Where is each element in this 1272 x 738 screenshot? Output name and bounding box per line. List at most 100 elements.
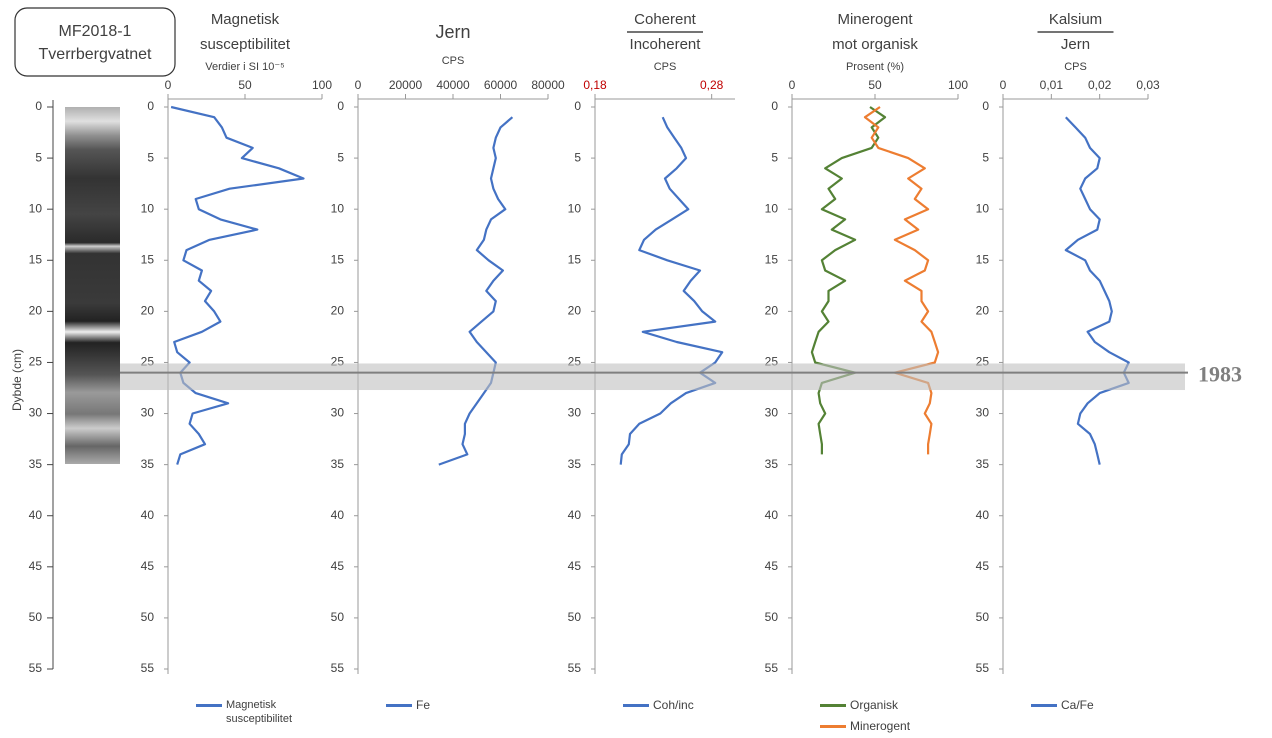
x-tick-label: 50 xyxy=(238,78,252,92)
chart-subtitle: CPS xyxy=(654,61,677,73)
y-tick-label: 55 xyxy=(331,661,345,675)
y-tick-label: 5 xyxy=(147,150,154,164)
y-tick-label: 0 xyxy=(982,99,989,113)
y-tick-label: 55 xyxy=(568,661,582,675)
y-tick-label: 50 xyxy=(976,610,990,624)
data-line xyxy=(810,106,887,455)
y-tick-label: 5 xyxy=(771,150,778,164)
y-tick-label: 30 xyxy=(331,406,345,420)
y-tick-label: 20 xyxy=(29,304,43,318)
y-tick-label: 20 xyxy=(568,304,582,318)
legend-swatch xyxy=(820,704,846,708)
legend-label: Ca/Fe xyxy=(1061,698,1094,712)
chart-title: Coherent xyxy=(634,11,697,28)
x-tick-label: 50 xyxy=(868,78,882,92)
y-tick-label: 35 xyxy=(765,457,779,471)
chart-title: mot organisk xyxy=(832,36,918,53)
data-line xyxy=(619,116,724,465)
y-tick-label: 10 xyxy=(765,201,779,215)
chart-title: Kalsium xyxy=(1049,11,1102,28)
y-tick-label: 30 xyxy=(568,406,582,420)
y-tick-label: 55 xyxy=(765,661,779,675)
y-tick-label: 10 xyxy=(331,201,345,215)
legend-label: Magnetisk susceptibilitet xyxy=(226,699,293,725)
marker-label: 1983 xyxy=(1198,362,1242,387)
legend-label: Organisk xyxy=(850,698,899,712)
y-tick-label: 45 xyxy=(141,559,155,573)
y-tick-label: 40 xyxy=(29,508,43,522)
y-tick-label: 15 xyxy=(976,252,990,266)
y-tick-label: 10 xyxy=(29,201,43,215)
y-tick-label: 35 xyxy=(976,457,990,471)
legend-swatch xyxy=(386,704,412,708)
y-tick-label: 20 xyxy=(765,304,779,318)
legend-entry: Fe xyxy=(386,698,496,712)
chart-title: Magnetisk xyxy=(211,11,280,28)
y-tick-label: 20 xyxy=(141,304,155,318)
y-tick-label: 15 xyxy=(765,252,779,266)
legend-swatch xyxy=(196,704,222,708)
y-tick-label: 50 xyxy=(141,610,155,624)
chart-subtitle: Verdier i SI 10⁻⁵ xyxy=(205,61,284,73)
y-tick-label: 15 xyxy=(568,252,582,266)
legend-swatch xyxy=(623,704,649,708)
core-label: MF2018-1 xyxy=(59,23,132,40)
legend-entry: Magnetisk susceptibilitet xyxy=(196,698,326,726)
y-tick-label: 40 xyxy=(568,508,582,522)
chart-title: Jern xyxy=(435,22,470,42)
y-tick-label: 55 xyxy=(141,661,155,675)
marker-band xyxy=(120,363,1185,391)
x-tick-label: 100 xyxy=(312,78,332,92)
x-tick-label: 40000 xyxy=(436,78,470,92)
y-tick-label: 40 xyxy=(331,508,345,522)
core-label-box xyxy=(14,7,176,77)
y-tick-label: 55 xyxy=(976,661,990,675)
y-tick-label: 30 xyxy=(141,406,155,420)
x-tick-label: 80000 xyxy=(531,78,565,92)
x-tick-label: 0 xyxy=(1000,78,1007,92)
x-tick-label: 0,18 xyxy=(583,78,607,92)
y-tick-label: 45 xyxy=(331,559,345,573)
y-tick-label: 35 xyxy=(331,457,345,471)
legend-entry: Minerogent xyxy=(820,719,930,733)
y-tick-label: 25 xyxy=(29,355,43,369)
y-tick-label: 50 xyxy=(29,610,43,624)
data-line xyxy=(1064,116,1130,465)
y-tick-label: 40 xyxy=(976,508,990,522)
chart-subtitle: Prosent (%) xyxy=(846,61,904,73)
legend-entry: Coh/inc xyxy=(623,698,733,712)
legend-label: Coh/inc xyxy=(653,698,694,712)
chart-subtitle: CPS xyxy=(1064,61,1087,73)
y-tick-label: 35 xyxy=(29,457,43,471)
y-tick-label: 10 xyxy=(568,201,582,215)
y-tick-label: 0 xyxy=(35,99,42,113)
y-tick-label: 0 xyxy=(337,99,344,113)
x-tick-label: 0,03 xyxy=(1136,78,1160,92)
y-tick-label: 15 xyxy=(29,252,43,266)
y-tick-label: 15 xyxy=(331,252,345,266)
x-tick-label: 20000 xyxy=(389,78,423,92)
y-tick-label: 10 xyxy=(976,201,990,215)
legend-label: Fe xyxy=(416,698,431,712)
y-tick-label: 30 xyxy=(29,406,43,420)
y-tick-label: 40 xyxy=(141,508,155,522)
data-line xyxy=(438,116,514,466)
core-image xyxy=(65,107,120,464)
legend-swatch xyxy=(820,725,846,729)
x-tick-label: 0 xyxy=(165,78,172,92)
y-tick-label: 5 xyxy=(574,150,581,164)
x-tick-label: 0 xyxy=(355,78,362,92)
y-tick-label: 10 xyxy=(141,201,155,215)
y-tick-label: 50 xyxy=(568,610,582,624)
chart-title: Jern xyxy=(1061,36,1090,53)
legend-entry: Organisk xyxy=(820,698,930,712)
chart-title: susceptibilitet xyxy=(200,36,291,53)
y-tick-label: 50 xyxy=(331,610,345,624)
y-tick-label: 30 xyxy=(976,406,990,420)
legend-swatch xyxy=(1031,704,1057,708)
y-tick-label: 5 xyxy=(982,150,989,164)
y-tick-label: 0 xyxy=(771,99,778,113)
y-tick-label: 30 xyxy=(765,406,779,420)
